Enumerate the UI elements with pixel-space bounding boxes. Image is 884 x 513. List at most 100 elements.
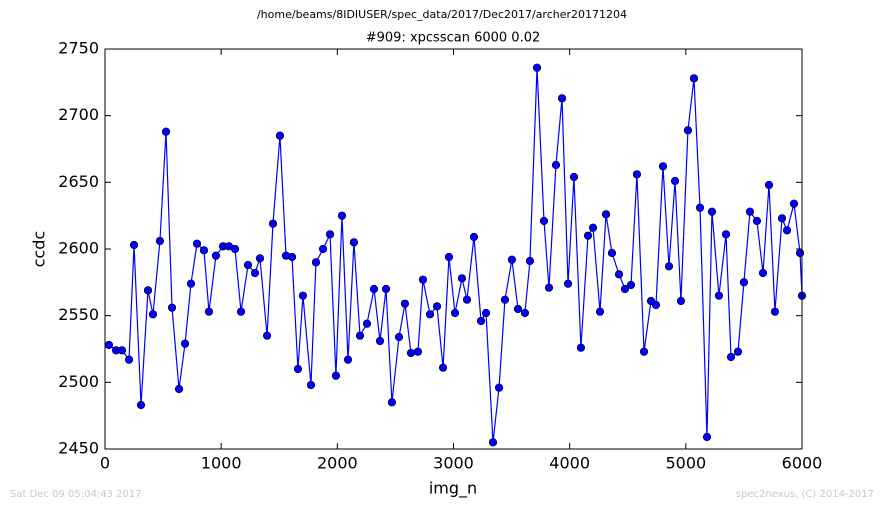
plot-frame xyxy=(104,48,803,450)
data-point xyxy=(204,307,214,316)
y-tick-label: 2650 xyxy=(58,172,99,191)
x-tick-label: 3000 xyxy=(433,454,474,473)
data-point xyxy=(658,162,668,171)
data-point xyxy=(576,343,586,352)
y-tick-label: 2600 xyxy=(58,239,99,258)
data-point xyxy=(255,254,265,263)
data-point xyxy=(192,239,202,248)
data-point xyxy=(199,246,209,255)
data-point xyxy=(607,248,617,258)
data-point xyxy=(306,380,316,390)
data-point xyxy=(513,304,523,314)
data-point xyxy=(250,268,260,278)
x-tick-label: 6000 xyxy=(782,454,823,473)
data-point xyxy=(236,307,246,316)
data-point xyxy=(626,280,636,290)
x-axis-label: img_n xyxy=(429,479,477,499)
data-point xyxy=(789,199,799,208)
data-point xyxy=(230,244,240,254)
data-point xyxy=(764,180,774,190)
data-point xyxy=(174,384,184,394)
data-point xyxy=(614,270,624,279)
data-point xyxy=(476,316,486,326)
data-point xyxy=(311,258,321,267)
data-point xyxy=(795,248,805,258)
data-point xyxy=(494,383,504,392)
data-point xyxy=(444,252,454,262)
footer-date: Sat Dec 09 05:04:43 2017 xyxy=(10,489,142,500)
data-point xyxy=(425,310,435,319)
data-point xyxy=(782,226,792,235)
data-point xyxy=(349,238,359,247)
data-point xyxy=(275,131,285,140)
data-point xyxy=(337,211,347,220)
data-point xyxy=(551,160,561,170)
data-point xyxy=(394,332,404,342)
data-point xyxy=(520,308,530,318)
data-point xyxy=(758,268,768,278)
data-point xyxy=(563,279,573,288)
data-point xyxy=(325,230,335,239)
data-point xyxy=(161,127,171,136)
data-point xyxy=(400,299,410,308)
chart-title: #909: xpcsscan 6000 0.02 xyxy=(366,31,541,46)
data-point xyxy=(369,284,379,294)
data-point xyxy=(293,364,303,374)
data-point xyxy=(362,319,372,328)
data-point xyxy=(387,398,397,407)
data-point xyxy=(117,346,127,355)
x-tick-label: 1000 xyxy=(201,454,242,473)
data-point xyxy=(355,331,365,340)
data-point xyxy=(462,295,472,304)
data-point xyxy=(702,432,712,442)
data-point xyxy=(129,240,139,250)
data-point xyxy=(406,348,416,358)
y-tick-label: 2750 xyxy=(58,39,99,58)
data-point xyxy=(268,219,278,228)
data-point xyxy=(507,255,517,264)
data-point xyxy=(375,336,385,346)
data-point xyxy=(500,295,510,304)
data-point xyxy=(695,203,705,212)
data-point xyxy=(287,252,297,262)
data-point xyxy=(413,347,423,356)
data-point xyxy=(539,216,549,226)
x-tick-label: 0 xyxy=(100,454,110,473)
data-point xyxy=(343,355,353,364)
data-point xyxy=(180,339,190,348)
data-point xyxy=(450,308,460,318)
data-point xyxy=(745,207,755,216)
data-point xyxy=(683,126,693,135)
data-point xyxy=(777,214,787,223)
data-point xyxy=(595,307,605,316)
data-point xyxy=(733,347,743,356)
data-point xyxy=(155,236,165,246)
data-point xyxy=(639,347,649,356)
data-point xyxy=(438,363,448,372)
data-point xyxy=(532,63,542,72)
data-point xyxy=(670,176,680,186)
data-point xyxy=(651,300,661,310)
y-tick-label: 2700 xyxy=(58,105,99,124)
y-tick-label: 2550 xyxy=(58,305,99,324)
data-point xyxy=(583,231,593,240)
data-point xyxy=(664,262,674,271)
data-point xyxy=(557,94,567,103)
data-point xyxy=(689,74,699,83)
data-point xyxy=(488,438,498,447)
data-point xyxy=(739,278,749,287)
data-point xyxy=(418,275,428,284)
data-point xyxy=(148,310,158,319)
data-point xyxy=(331,371,341,380)
y-tick-label: 2450 xyxy=(58,439,99,458)
data-point xyxy=(143,286,153,295)
data-point xyxy=(752,216,762,226)
data-point xyxy=(714,291,724,300)
y-tick-label: 2500 xyxy=(58,372,99,391)
data-point xyxy=(588,223,598,232)
x-tick-label: 5000 xyxy=(665,454,706,473)
data-point xyxy=(243,260,253,270)
data-point xyxy=(544,283,554,292)
